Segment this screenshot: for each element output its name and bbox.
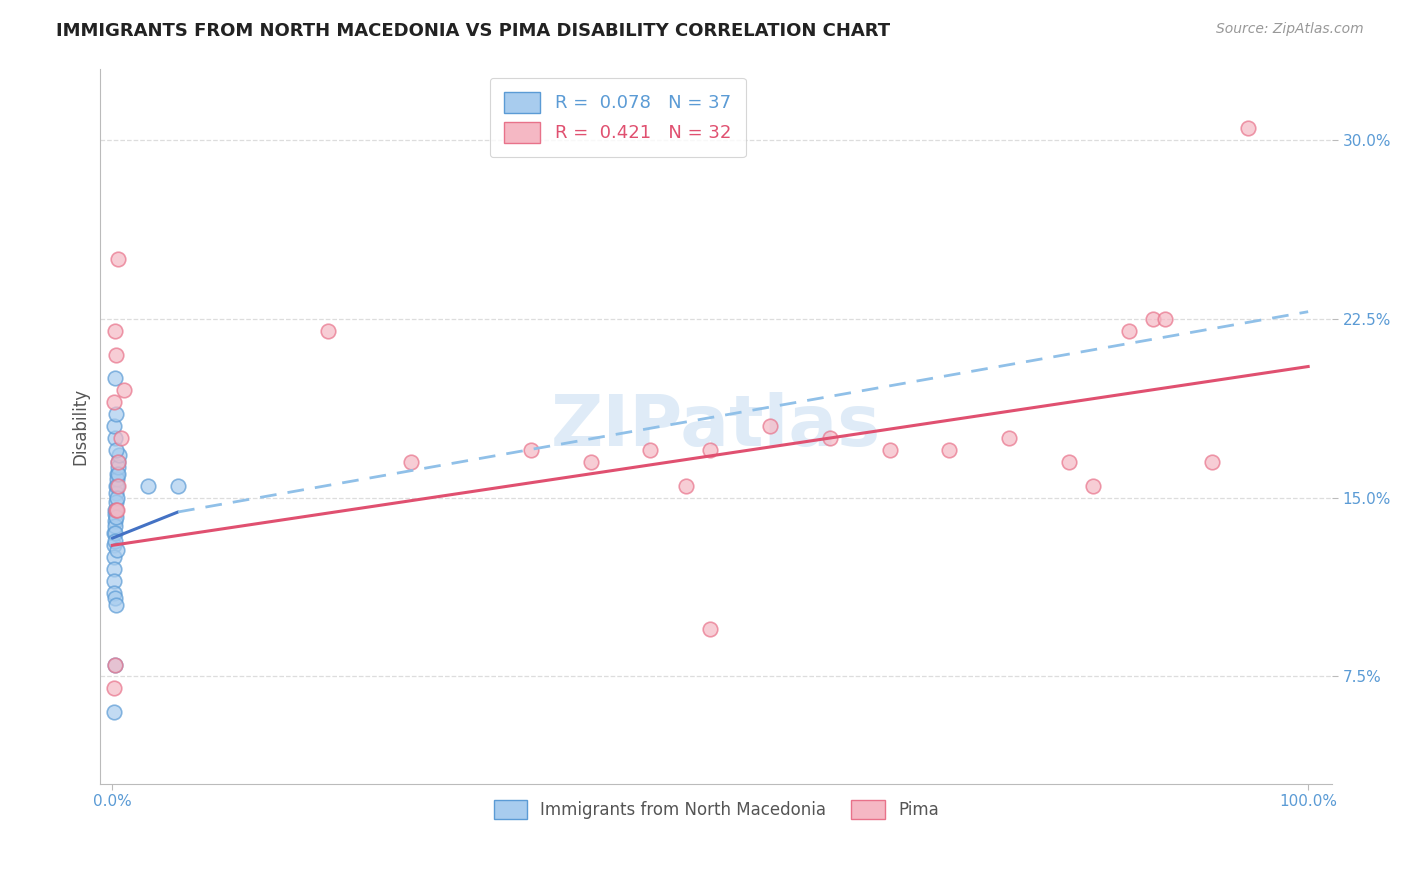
Point (104, 533, 127, 548)
Point (136, 479, 159, 493)
Point (1201, 455, 1223, 469)
Point (104, 509, 127, 524)
Point (103, 419, 125, 434)
Point (1142, 311, 1164, 326)
Point (998, 431, 1021, 445)
Point (103, 395, 125, 409)
Point (103, 681, 125, 696)
Point (103, 550, 125, 565)
Point (520, 442, 543, 457)
Point (640, 442, 662, 457)
Point (675, 479, 697, 493)
Point (104, 502, 127, 516)
Point (104, 598, 127, 612)
Point (879, 442, 901, 457)
Point (104, 508, 127, 522)
Text: ZIPatlas: ZIPatlas (551, 392, 882, 460)
Point (1081, 479, 1104, 493)
Point (104, 502, 127, 516)
Point (401, 455, 423, 469)
Point (104, 519, 127, 533)
Point (104, 407, 127, 421)
Point (107, 252, 129, 267)
Point (105, 467, 128, 481)
Text: Source: ZipAtlas.com: Source: ZipAtlas.com (1216, 22, 1364, 37)
Point (699, 442, 721, 457)
Point (104, 486, 127, 500)
Point (105, 502, 128, 516)
Point (699, 622, 721, 636)
Point (103, 526, 125, 541)
Point (104, 348, 127, 362)
Point (110, 431, 132, 445)
Text: IMMIGRANTS FROM NORTH MACEDONIA VS PIMA DISABILITY CORRELATION CHART: IMMIGRANTS FROM NORTH MACEDONIA VS PIMA … (56, 22, 890, 40)
Point (103, 574, 125, 588)
Point (108, 448, 131, 462)
Point (1118, 324, 1140, 338)
Point (103, 586, 125, 600)
Point (107, 455, 129, 469)
Point (104, 526, 127, 541)
Point (167, 479, 190, 493)
Point (112, 384, 135, 398)
Point (105, 479, 128, 493)
Point (105, 543, 128, 558)
Point (316, 324, 339, 338)
Point (104, 324, 127, 338)
Point (938, 442, 960, 457)
Point (104, 442, 127, 457)
Point (104, 657, 127, 672)
Point (107, 467, 129, 481)
Point (104, 371, 127, 385)
Point (104, 502, 127, 516)
Point (104, 495, 127, 509)
Point (104, 515, 127, 529)
Legend: Immigrants from North Macedonia, Pima: Immigrants from North Macedonia, Pima (486, 793, 945, 825)
Y-axis label: Disability: Disability (72, 387, 89, 465)
Point (104, 657, 127, 672)
Point (1237, 121, 1260, 136)
Point (105, 472, 128, 486)
Point (104, 431, 127, 445)
Point (1057, 455, 1080, 469)
Point (103, 538, 125, 552)
Point (1153, 311, 1175, 326)
Point (104, 591, 127, 605)
Point (107, 479, 129, 493)
Point (104, 479, 127, 493)
Point (107, 455, 129, 469)
Point (105, 491, 128, 505)
Point (103, 705, 125, 719)
Point (579, 455, 602, 469)
Point (818, 431, 841, 445)
Point (103, 562, 125, 576)
Point (107, 459, 129, 474)
Point (759, 419, 782, 434)
